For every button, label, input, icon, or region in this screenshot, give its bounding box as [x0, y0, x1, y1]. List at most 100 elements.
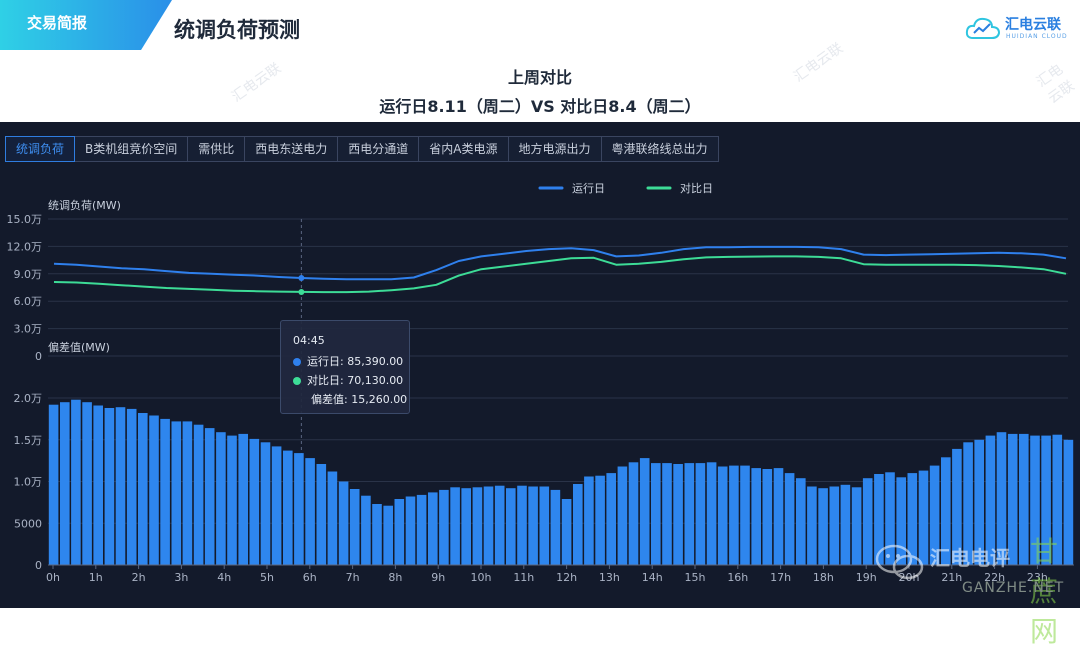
deviation-bar — [751, 468, 761, 565]
deviation-bar — [71, 399, 81, 565]
deviation-bar — [573, 484, 583, 565]
deviation-bar — [249, 438, 260, 565]
deviation-bar — [394, 499, 405, 565]
deviation-bar — [1007, 433, 1018, 565]
deviation-bar — [238, 433, 248, 565]
deviation-bar — [383, 505, 393, 565]
deviation-bar — [796, 478, 806, 565]
x-tick-label: 15h — [685, 571, 706, 584]
deviation-bar — [862, 478, 873, 565]
chart-tooltip: 04:45 运行日: 85,390.00 对比日: 70,130.00 偏差值:… — [280, 320, 410, 414]
deviation-bar — [483, 486, 494, 565]
deviation-bar — [606, 473, 616, 565]
deviation-bar — [907, 473, 918, 565]
deviation-bar — [349, 489, 360, 565]
deviation-bar — [539, 486, 550, 565]
deviation-bar — [160, 418, 170, 565]
deviation-bar — [260, 442, 271, 565]
deviation-bar — [550, 489, 561, 565]
deviation-bar — [494, 485, 505, 565]
deviation-bar — [684, 463, 695, 565]
deviation-bar — [840, 484, 851, 565]
page-title: 统调负荷预测 — [174, 18, 300, 42]
x-tick-label: 4h — [217, 571, 231, 584]
deviation-bar — [528, 486, 538, 565]
deviation-bar — [461, 488, 471, 565]
x-tick-label: 22h — [984, 571, 1005, 584]
deviation-bar — [472, 487, 483, 565]
deviation-bar — [996, 432, 1007, 565]
deviation-bar — [439, 489, 449, 565]
x-tick-label: 19h — [856, 571, 877, 584]
tab-provincial-a-sources[interactable]: 省内A类电源 — [419, 137, 509, 161]
deviation-bar — [283, 450, 293, 565]
tooltip-comp-row: 对比日: 70,130.00 — [293, 372, 403, 388]
comparison-subtitle: 运行日8.11（周二）VS 对比日8.4（周二） — [379, 97, 701, 116]
x-tick-label: 9h — [431, 571, 445, 584]
x-tick-label: 16h — [727, 571, 748, 584]
run-day-line — [53, 245, 1067, 281]
section-badge — [0, 0, 172, 50]
run-dot-icon — [293, 358, 301, 366]
brand-logo-subtext: HUIDIAN CLOUD — [1006, 33, 1068, 40]
tab-west-power-channels[interactable]: 西电分通道 — [338, 137, 420, 161]
deviation-bar — [818, 488, 828, 565]
deviation-bar — [82, 402, 92, 565]
tab-west-east-power[interactable]: 西电东送电力 — [245, 137, 339, 161]
deviation-bar — [584, 476, 594, 565]
deviation-bar — [327, 471, 338, 565]
x-tick-label: 5h — [260, 571, 274, 584]
deviation-bar — [985, 435, 996, 565]
x-tick-label: 7h — [346, 571, 360, 584]
comp-hover-dot — [298, 288, 305, 295]
x-tick-label: 17h — [770, 571, 791, 584]
deviation-bar — [428, 492, 438, 565]
deviation-bar — [729, 465, 739, 565]
deviation-bar — [874, 474, 884, 565]
deviation-bar — [974, 439, 984, 566]
deviation-bar — [104, 408, 115, 565]
deviation-bar — [762, 469, 773, 565]
deviation-bar — [717, 466, 728, 565]
deviation-bar — [316, 464, 327, 565]
x-tick-label: 23h — [1027, 571, 1048, 584]
line-y-tick-label: 9.0万 — [14, 268, 43, 281]
deviation-bar — [695, 463, 706, 565]
bar-y-axis-label: 偏差值(MW) — [48, 340, 110, 354]
x-tick-label: 21h — [941, 571, 962, 584]
brand-logo: 汇电云联 HUIDIAN CLOUD — [965, 12, 1075, 44]
deviation-bar — [952, 448, 962, 565]
header-bar: 交易简报 统调负荷预测 汇电云联 HUIDIAN CLOUD — [0, 0, 1080, 56]
deviation-bar — [450, 487, 460, 565]
deviation-bar — [171, 421, 182, 565]
watermark-name: 汇电电评 — [930, 546, 1010, 570]
deviation-bar — [294, 453, 304, 565]
tab-hk-tie-line[interactable]: 粤港联络线总出力 — [601, 137, 718, 161]
x-tick-label: 8h — [388, 571, 402, 584]
deviation-bar — [227, 435, 237, 565]
deviation-bar — [193, 424, 204, 565]
line-y-tick-label: 12.0万 — [7, 240, 43, 253]
deviation-bar — [706, 462, 717, 565]
deviation-bar — [372, 504, 382, 565]
deviation-bar — [963, 442, 973, 565]
comp-day-line — [53, 255, 1067, 294]
deviation-bar — [93, 405, 103, 565]
tab-b-unit-bidding[interactable]: B类机组竞价空间 — [75, 137, 189, 161]
deviation-bar — [941, 457, 951, 565]
bar-y-tick-label: 5000 — [14, 517, 42, 530]
deviation-bar — [639, 458, 650, 565]
watermark-site-en: GANZHE.NET — [962, 580, 1065, 596]
deviation-bar — [182, 421, 193, 565]
legend-label: 对比日 — [680, 181, 713, 195]
tab-local-sources[interactable]: 地方电源出力 — [508, 137, 602, 161]
x-tick-label: 10h — [471, 571, 492, 584]
deviation-bar — [506, 488, 516, 565]
legend-label: 运行日 — [572, 182, 605, 195]
tab-supply-demand-ratio[interactable]: 需供比 — [188, 137, 246, 161]
deviation-bar — [60, 402, 70, 565]
tab-load[interactable]: 统调负荷 — [5, 136, 76, 162]
deviation-bar — [416, 494, 427, 565]
line-y-tick-label: 3.0万 — [14, 323, 43, 336]
